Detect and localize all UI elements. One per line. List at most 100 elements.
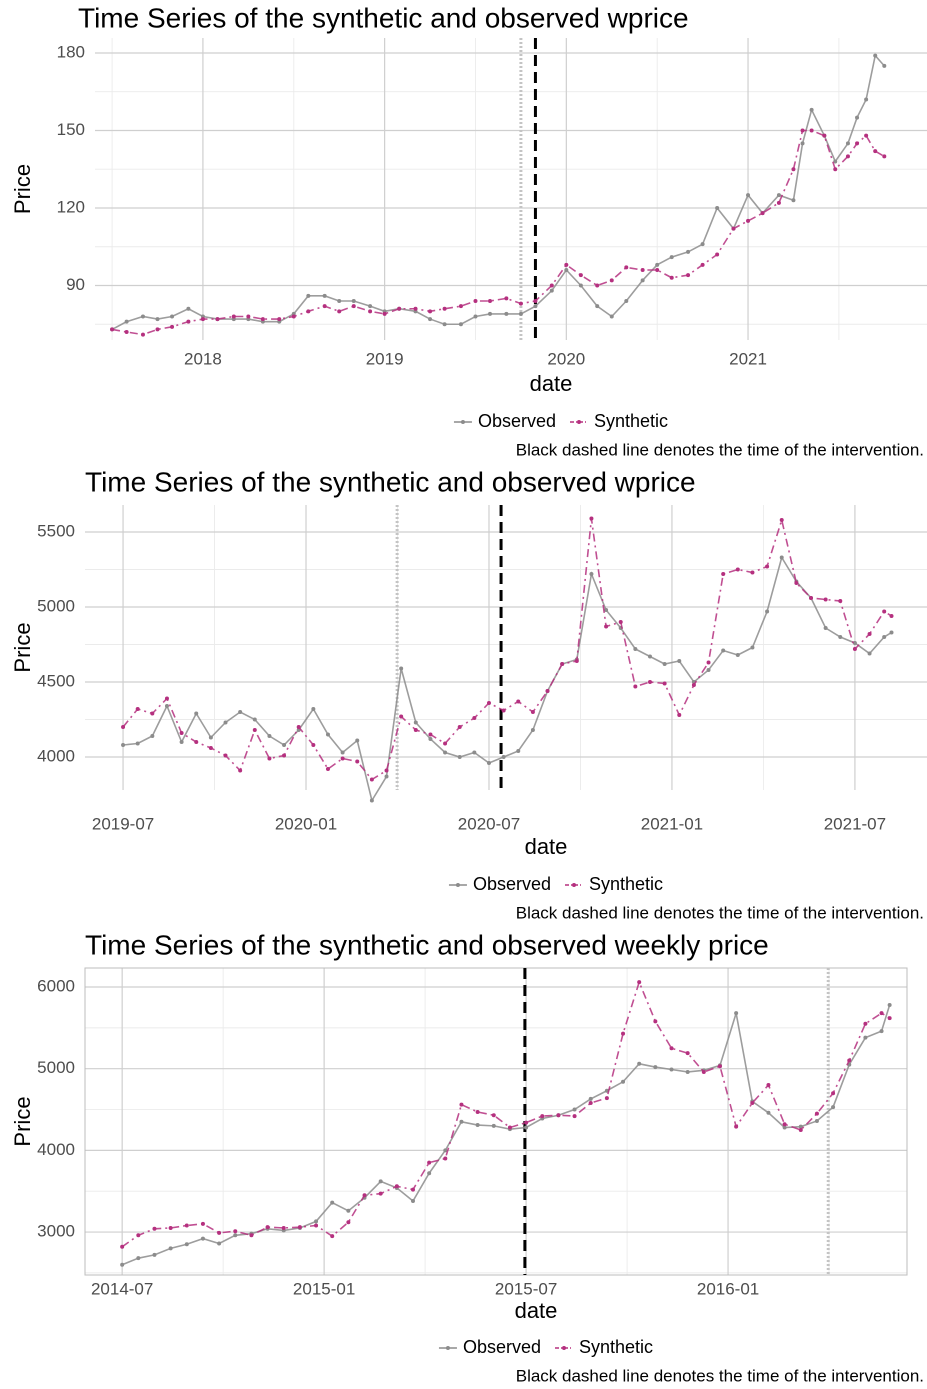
data-point (168, 1225, 173, 1230)
legend-label: Observed (478, 411, 556, 431)
data-point (669, 1067, 674, 1072)
data-point (831, 1091, 836, 1096)
data-point (135, 707, 140, 711)
data-point (633, 647, 638, 651)
data-point (150, 734, 155, 738)
data-point (560, 662, 565, 666)
data-point (410, 1199, 415, 1204)
data-point (545, 689, 550, 693)
data-point (624, 265, 629, 270)
data-point (369, 798, 374, 803)
data-point (776, 193, 781, 198)
data-point (863, 1035, 868, 1040)
legend-swatch-point (562, 1346, 566, 1350)
data-point (120, 1262, 125, 1267)
data-point (330, 1234, 335, 1239)
data-point (346, 1220, 351, 1225)
data-point (246, 314, 251, 319)
data-point (311, 707, 316, 711)
data-point (325, 732, 330, 737)
data-point (823, 597, 828, 602)
data-point (700, 242, 705, 247)
data-point (864, 97, 869, 102)
y-tick-label: 5500 (37, 521, 75, 540)
data-point (120, 1244, 125, 1249)
data-point (152, 1252, 157, 1257)
data-point (427, 1171, 432, 1176)
data-point (488, 311, 493, 316)
data-point (322, 293, 327, 298)
data-point (155, 327, 160, 332)
data-point (746, 193, 751, 198)
data-point (686, 273, 691, 278)
data-point (217, 1241, 222, 1246)
y-tick-label: 4000 (37, 1140, 75, 1159)
data-point (721, 572, 726, 576)
data-point (766, 1083, 771, 1088)
data-point (442, 306, 447, 311)
plot (95, 38, 927, 340)
data-point (604, 1096, 609, 1101)
data-point (504, 296, 509, 301)
data-point (238, 768, 243, 773)
data-point (314, 1223, 319, 1228)
x-axis-title: date (530, 371, 573, 396)
data-point (637, 980, 642, 985)
data-point (475, 1123, 480, 1128)
data-point (351, 304, 356, 309)
data-point (750, 645, 755, 650)
data-point (867, 651, 872, 656)
data-point (574, 659, 579, 663)
x-tick-label: 2020-01 (275, 814, 337, 833)
x-axis-title: date (525, 834, 568, 859)
data-point (223, 720, 228, 725)
data-point (889, 614, 894, 618)
data-point (200, 317, 205, 322)
data-point (530, 710, 535, 714)
data-point (735, 567, 740, 572)
data-point (887, 1002, 892, 1007)
data-point (882, 63, 887, 68)
data-point (355, 759, 360, 764)
series-line (122, 555, 892, 803)
data-point (882, 635, 887, 639)
data-point (779, 518, 784, 522)
data-point (677, 713, 682, 717)
data-point (800, 141, 805, 146)
y-axis-title: Price (10, 1096, 35, 1146)
data-point (863, 1021, 868, 1026)
x-tick-label: 2015-07 (495, 1279, 557, 1298)
x-tick-label: 2019-07 (92, 814, 154, 833)
data-point (782, 1125, 787, 1130)
data-point (624, 298, 629, 303)
data-point (194, 740, 199, 744)
data-point (442, 322, 447, 327)
series-line (111, 53, 885, 331)
data-point (164, 696, 169, 701)
legend-swatch-point (572, 883, 576, 887)
data-point (208, 735, 213, 740)
data-point (346, 1208, 351, 1213)
data-point (135, 741, 140, 746)
data-point (791, 198, 796, 203)
x-tick-label: 2016-01 (697, 1279, 759, 1298)
y-axis-title: Price (10, 622, 35, 672)
data-point (715, 205, 720, 210)
data-point (238, 710, 243, 714)
data-point (621, 1079, 626, 1084)
data-point (184, 1223, 189, 1228)
data-point (233, 1233, 238, 1238)
x-axis-title: date (515, 1298, 558, 1323)
data-point (306, 309, 311, 314)
data-point (233, 1229, 238, 1234)
data-point (572, 1107, 577, 1112)
data-point (533, 304, 538, 309)
data-point (685, 1051, 690, 1056)
data-point (578, 283, 583, 288)
data-point (685, 1069, 690, 1074)
data-point (136, 1256, 141, 1261)
data-point (369, 777, 374, 782)
data-point (867, 632, 872, 636)
data-point (459, 1102, 464, 1107)
data-point (887, 1016, 892, 1021)
